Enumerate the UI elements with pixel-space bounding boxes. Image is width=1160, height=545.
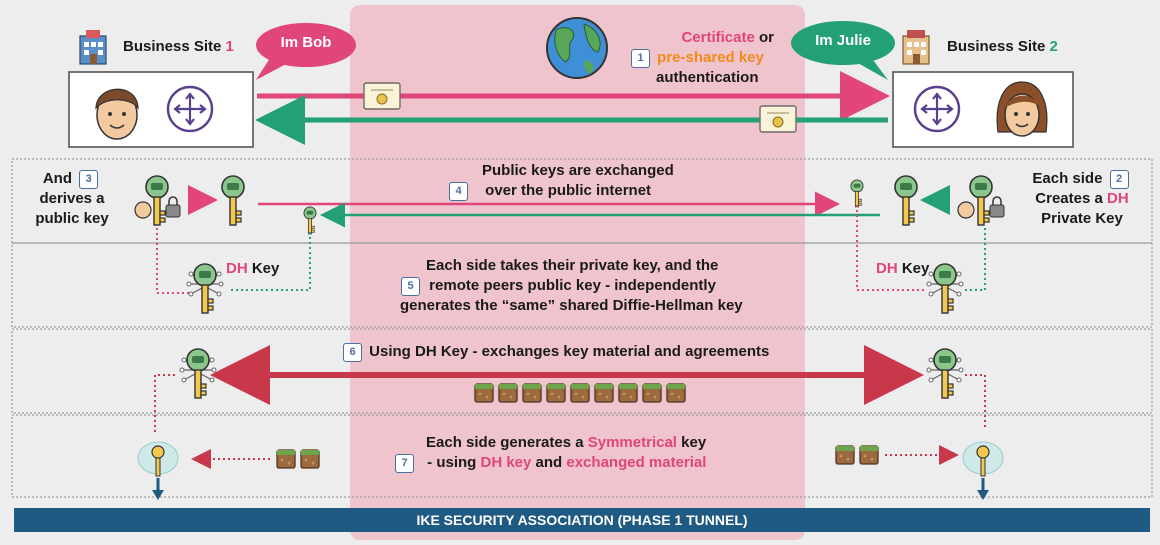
section-frames bbox=[11, 158, 1153, 498]
step5-text: Each side takes their private key, and t… bbox=[400, 257, 743, 314]
material-block-icon bbox=[276, 449, 296, 469]
step6-text: 6 Using DH Key - exchanges key material … bbox=[340, 342, 810, 362]
material-block-icon bbox=[300, 449, 320, 469]
router-icon bbox=[166, 85, 214, 133]
step3-text: And 3 derives a public key bbox=[35, 169, 109, 227]
dh-key-label-left: DH Key bbox=[226, 260, 280, 277]
private-key-with-lock-left bbox=[134, 175, 181, 226]
step1-text: Certificate or 1 pre-shared key authenti… bbox=[628, 28, 788, 88]
public-internet-band bbox=[350, 5, 805, 540]
certificate-icon bbox=[363, 82, 401, 110]
dh-key-icon-left bbox=[186, 263, 224, 314]
material-block-icon bbox=[835, 445, 855, 465]
step4-text: Public keys are exchanged 4 over the pub… bbox=[446, 161, 706, 201]
bob-speech-bubble bbox=[256, 23, 356, 80]
dh-key-label-right: DH Key bbox=[876, 260, 930, 277]
man-face-icon bbox=[95, 88, 139, 140]
public-key-left bbox=[221, 175, 245, 226]
public-key-right bbox=[894, 175, 918, 226]
material-block-icons bbox=[474, 383, 686, 403]
certificate-icon bbox=[759, 105, 797, 133]
symmetric-key-cloud-icon bbox=[962, 441, 1004, 477]
private-key-with-lock-right bbox=[957, 175, 1005, 226]
bob-bubble-text: Im Bob bbox=[280, 34, 332, 51]
ike-sa-bar bbox=[14, 508, 1150, 532]
left-site-box bbox=[68, 71, 254, 148]
router-icon bbox=[913, 85, 961, 133]
material-block-icon bbox=[859, 445, 879, 465]
dh-key-icon-left bbox=[179, 348, 217, 399]
step7-text: Each side generates a Symmetrical key 7 … bbox=[392, 433, 752, 473]
key-icon bbox=[850, 179, 864, 208]
step2-text: Each side 2 Creates a DH Private Key bbox=[1032, 169, 1129, 227]
footer-label: IKE SECURITY ASSOCIATION (PHASE 1 TUNNEL… bbox=[416, 512, 748, 528]
left-site-label: Business Site 1 bbox=[123, 38, 234, 55]
julie-speech-bubble bbox=[791, 21, 895, 80]
julie-bubble-text: Im Julie bbox=[815, 32, 871, 49]
dh-key-icon-right bbox=[926, 263, 964, 314]
building-icon bbox=[902, 30, 930, 65]
dh-key-icon-right bbox=[926, 348, 964, 399]
building-icon bbox=[79, 30, 107, 65]
woman-face-icon bbox=[996, 81, 1048, 137]
key-icon bbox=[303, 206, 317, 235]
globe-icon bbox=[546, 17, 608, 79]
right-site-label: Business Site 2 bbox=[947, 38, 1058, 55]
symmetric-key-cloud-icon bbox=[137, 441, 179, 477]
